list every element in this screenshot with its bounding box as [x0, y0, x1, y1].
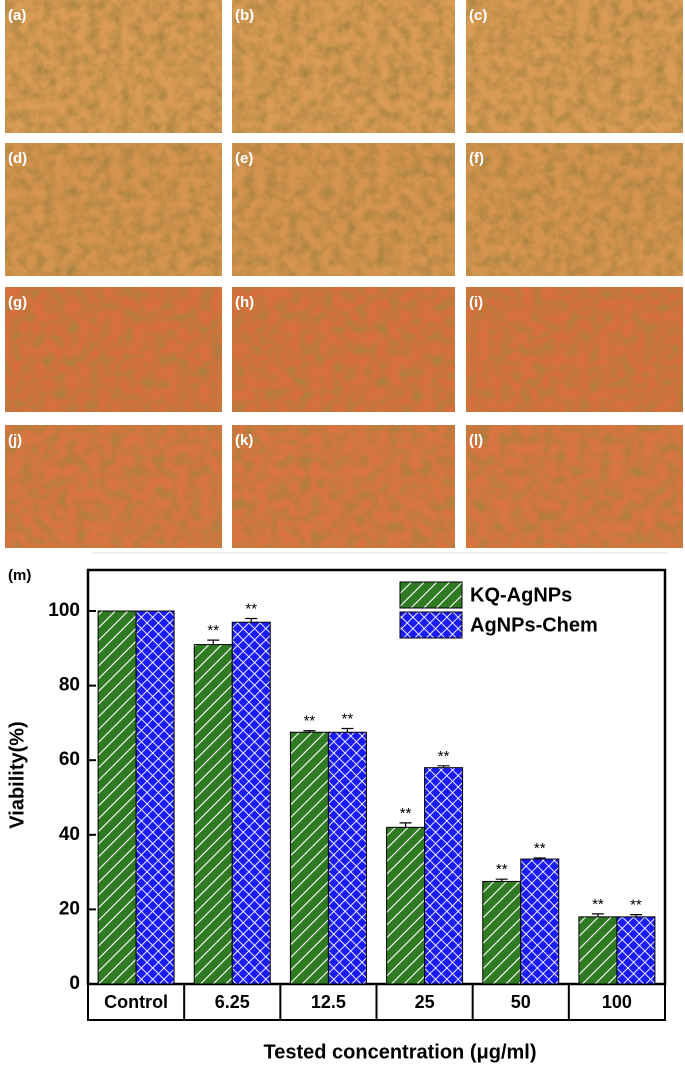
x-tick-label: 6.25 [215, 992, 250, 1012]
micrograph [232, 143, 455, 276]
y-tick-label: 40 [59, 824, 80, 845]
bar [289, 731, 329, 985]
micrograph [5, 0, 222, 133]
panel-label: (a) [8, 7, 26, 24]
significance: ** [496, 861, 508, 878]
x-tick-label: 50 [511, 992, 531, 1012]
error-bar [207, 639, 220, 645]
error-bar [341, 727, 354, 733]
legend-label: AgNPs-Chem [470, 614, 598, 636]
micrograph [466, 425, 683, 548]
significance: ** [592, 896, 604, 913]
y-tick-label: 0 [69, 973, 80, 994]
significance: ** [438, 748, 450, 765]
panel-label: (h) [235, 294, 254, 311]
panel-label: (c) [469, 7, 487, 24]
significance: ** [342, 710, 354, 727]
bar [97, 610, 137, 985]
legend-label: KQ-AgNPs [470, 584, 572, 606]
x-tick-label: 25 [415, 992, 435, 1012]
panel-label: (b) [235, 7, 254, 24]
error-bar [629, 914, 642, 917]
micrograph [232, 287, 455, 412]
panel-label: (i) [469, 294, 483, 311]
error-bar [303, 730, 316, 733]
bar [193, 644, 233, 985]
panel-label: (l) [469, 432, 483, 449]
y-tick-label: 60 [59, 749, 80, 770]
error-bar [437, 765, 450, 768]
x-tick-label: Control [104, 992, 168, 1012]
significance: ** [245, 600, 257, 617]
micrograph [466, 287, 683, 412]
bar [616, 916, 656, 985]
micrograph [232, 425, 455, 548]
micrograph [5, 425, 222, 548]
y-axis-title: Viability(%) [6, 721, 28, 828]
y-tick-label: 20 [59, 898, 80, 919]
micrograph [232, 0, 455, 133]
bar [231, 621, 271, 985]
y-tick-label: 100 [48, 600, 80, 621]
x-tick-label: 12.5 [311, 992, 346, 1012]
x-axis-title: Tested concentration (μg/ml) [264, 1041, 537, 1063]
legend-swatch [399, 611, 463, 639]
y-tick-label: 80 [59, 675, 80, 696]
legend-swatch [399, 581, 463, 609]
bar [424, 767, 464, 985]
panel-label: (m) [8, 567, 31, 584]
micrograph [466, 143, 683, 276]
error-bar [245, 617, 258, 623]
micrograph [5, 143, 222, 276]
panel-label: (d) [8, 150, 27, 167]
x-tick-label: 100 [602, 992, 632, 1012]
panel-label: (k) [235, 432, 253, 449]
significance: ** [304, 713, 316, 730]
error-bar [399, 822, 412, 828]
significance: ** [534, 840, 546, 857]
panel-label: (g) [8, 294, 27, 311]
panel-label: (f) [469, 150, 484, 167]
error-bar [533, 857, 546, 860]
bar [327, 731, 367, 985]
micrograph [5, 287, 222, 412]
panel-label: (e) [235, 150, 253, 167]
micrograph [466, 0, 683, 133]
bar [482, 880, 522, 985]
error-bar [495, 878, 508, 882]
significance: ** [400, 805, 412, 822]
bar [520, 858, 560, 985]
bar [135, 610, 175, 985]
bar [386, 826, 426, 985]
significance: ** [207, 622, 219, 639]
error-bar [591, 913, 604, 917]
significance: ** [630, 897, 642, 914]
bar [578, 916, 618, 985]
panel-label: (j) [8, 432, 22, 449]
